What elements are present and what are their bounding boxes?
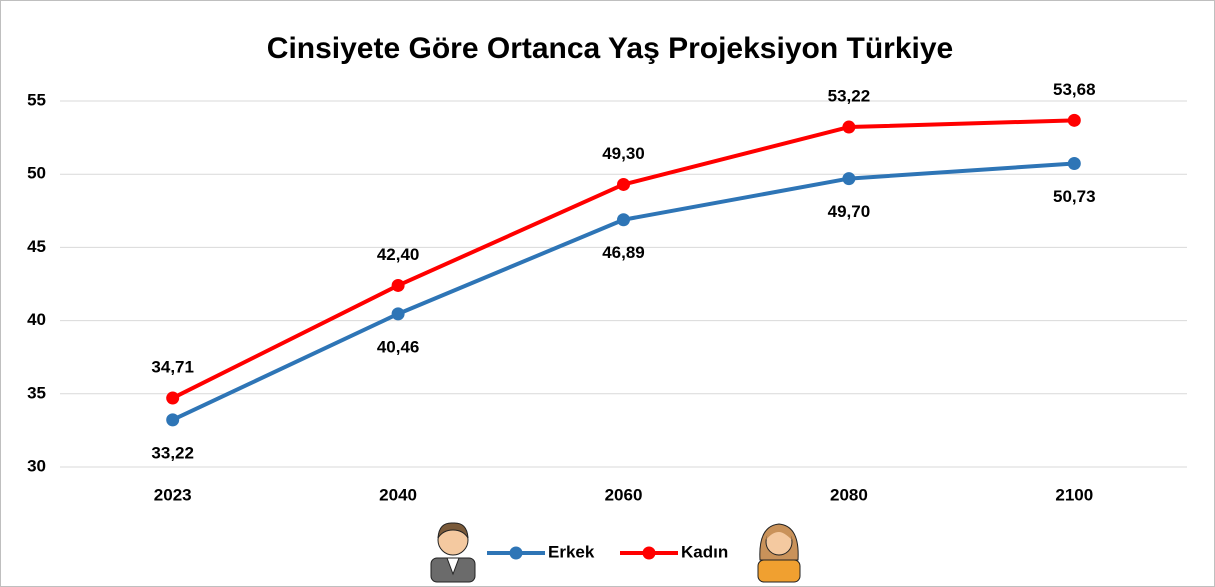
x-tick-label: 2080 <box>830 485 868 504</box>
x-tick-label: 2100 <box>1055 485 1093 504</box>
data-point <box>617 178 630 191</box>
chart: Cinsiyete Göre Ortanca Yaş Projeksiyon T… <box>0 0 1215 587</box>
data-point <box>392 279 405 292</box>
data-label: 46,89 <box>602 243 645 262</box>
y-tick-label: 45 <box>27 237 46 256</box>
data-point <box>392 307 405 320</box>
data-label: 49,70 <box>828 202 871 221</box>
data-point <box>1068 114 1081 127</box>
data-point <box>842 172 855 185</box>
legend-label: Erkek <box>548 542 595 561</box>
data-label: 53,22 <box>828 87 871 106</box>
y-tick-label: 35 <box>27 383 46 402</box>
data-label: 50,73 <box>1053 187 1096 206</box>
data-label: 40,46 <box>377 337 420 356</box>
data-point <box>166 413 179 426</box>
x-tick-label: 2040 <box>379 485 417 504</box>
data-point <box>617 213 630 226</box>
legend-marker <box>510 547 523 560</box>
y-tick-label: 55 <box>27 90 46 109</box>
data-label: 49,30 <box>602 144 645 163</box>
y-tick-label: 40 <box>27 310 46 329</box>
legend-marker <box>643 547 656 560</box>
x-tick-label: 2023 <box>154 485 192 504</box>
data-label: 33,22 <box>151 443 194 462</box>
female-icon <box>758 524 800 582</box>
data-label: 34,71 <box>151 358 194 377</box>
data-point <box>166 392 179 405</box>
legend-label: Kadın <box>681 542 728 561</box>
y-tick-label: 50 <box>27 164 46 183</box>
chart-title: Cinsiyete Göre Ortanca Yaş Projeksiyon T… <box>267 32 953 65</box>
data-label: 53,68 <box>1053 80 1096 99</box>
data-point <box>1068 157 1081 170</box>
y-tick-label: 30 <box>27 456 46 475</box>
data-point <box>842 121 855 134</box>
data-label: 42,40 <box>377 245 420 264</box>
x-tick-label: 2060 <box>605 485 643 504</box>
